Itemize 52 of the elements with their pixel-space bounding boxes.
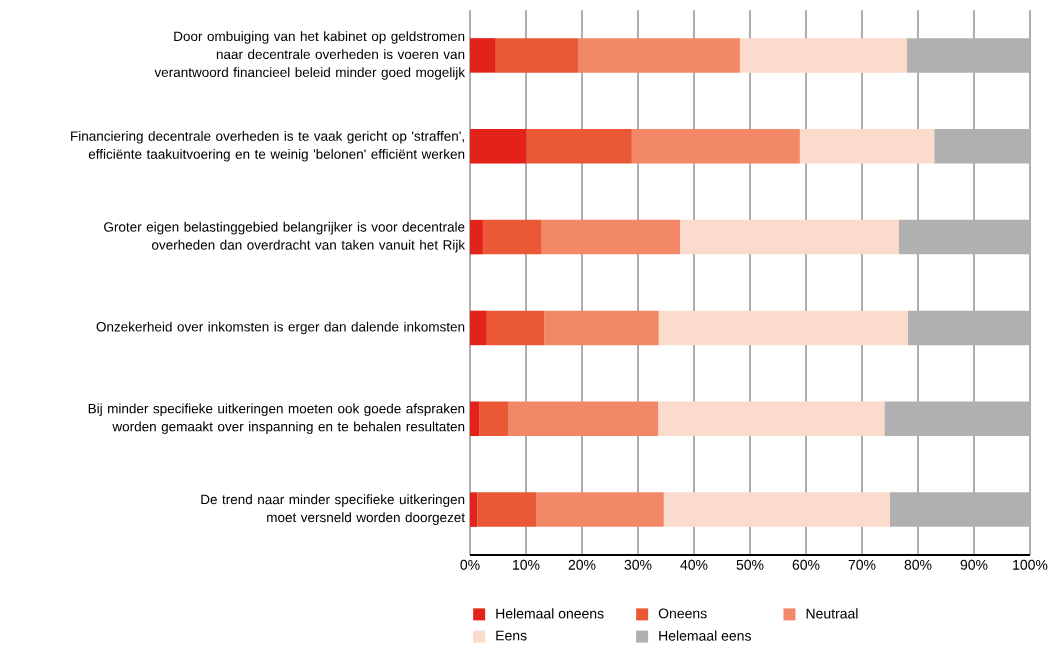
bar: [631, 129, 800, 164]
bar: [482, 219, 542, 255]
x-tick-label: 80%: [904, 559, 932, 570]
bar: [508, 401, 659, 437]
x-tick-label: 60%: [792, 559, 820, 570]
bar: [541, 219, 680, 255]
legend-label: Helemaal oneens: [496, 608, 604, 619]
bar: [890, 492, 1031, 527]
bar: [799, 129, 935, 164]
bar: [906, 38, 1031, 73]
bar: [495, 38, 579, 73]
x-tick-label: 40%: [680, 559, 708, 570]
x-tick-label: 100%: [1013, 559, 1048, 570]
x-tick-label: 20%: [568, 559, 596, 570]
y-tick-label: Financiering decentrale overheden is te vaak gericht op 'straffen', efficiënte taakuitvoering en te weinig 'belonen' efficiënt werken: [71, 130, 465, 162]
bar: [907, 310, 1031, 346]
bar: [934, 129, 1031, 164]
bar: [470, 38, 496, 73]
bar: [898, 219, 1031, 255]
bar: [663, 492, 890, 527]
bar: [658, 401, 885, 437]
bar: [536, 492, 664, 527]
legend-label: Helemaal eens: [659, 630, 751, 641]
bar: [658, 310, 908, 346]
bar: [470, 310, 487, 346]
bar: [680, 219, 899, 255]
bar: [477, 492, 537, 527]
bar: [470, 492, 478, 527]
bar: [884, 401, 1031, 437]
bar: [526, 129, 632, 164]
bar: [470, 401, 480, 437]
y-tick-label: Bij minder specifieke uitkeringen moeten ook goede afspraken worden gemaakt over inspanning en te behalen resultaten: [88, 403, 465, 435]
legend-label: Eens: [496, 630, 527, 641]
legend-label: Oneens: [658, 608, 707, 619]
bar: [578, 38, 740, 73]
x-tick-label: 30%: [624, 559, 652, 570]
x-tick-label: 10%: [513, 559, 540, 570]
legend-label: Neutraal: [806, 608, 858, 619]
y-tick-label: Door ombuiging van het kabinet op geldstromen naar decentrale overheden is voeren van verantwoord financieel beleid minder goed mogelijk: [154, 31, 466, 80]
bar: [544, 310, 659, 346]
x-tick-label: 0%: [460, 559, 480, 570]
bar: [739, 38, 907, 73]
x-tick-label: 50%: [736, 559, 764, 570]
bar: [470, 219, 483, 255]
x-tick-label: 90%: [960, 559, 988, 570]
bar: [470, 129, 527, 164]
y-tick-label: Groter eigen belastinggebied belangrijker is voor decentrale overheden dan overdracht van taken vanuit het Rijk: [104, 221, 466, 253]
bar: [486, 310, 545, 346]
x-tick-label: 70%: [848, 559, 876, 570]
y-tick-label: Onzekerheid over inkomsten is erger dan dalende inkomsten: [96, 321, 465, 335]
y-tick-label: De trend naar minder specifieke uitkeringen moet versneld worden doorgezet: [201, 494, 465, 525]
bar: [479, 401, 509, 437]
